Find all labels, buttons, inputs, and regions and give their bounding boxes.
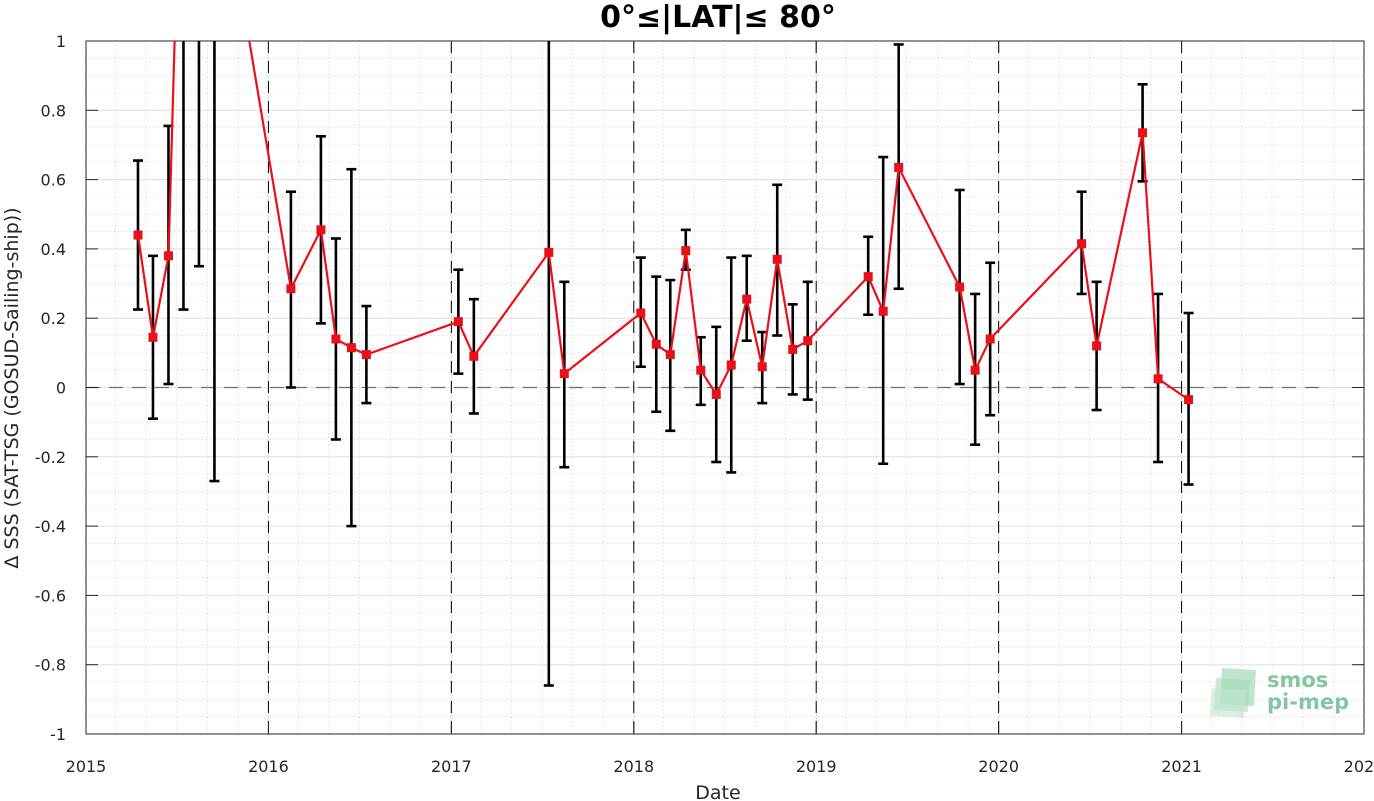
data-point-marker: [651, 339, 661, 349]
data-point-marker: [726, 360, 736, 370]
data-point-marker: [894, 162, 904, 172]
y-tick-label: 0.4: [41, 240, 66, 259]
data-point-marker: [757, 362, 767, 372]
error-bar: [209, 41, 220, 483]
data-point-marker: [772, 254, 782, 264]
x-tick-label: 2016: [248, 757, 289, 776]
data-point-marker: [316, 225, 326, 235]
data-point-marker: [544, 247, 554, 257]
data-point-marker: [163, 251, 173, 261]
data-point-marker: [788, 344, 798, 354]
data-point-marker: [711, 389, 721, 399]
data-point-marker: [985, 334, 995, 344]
data-point-marker: [469, 351, 479, 361]
logo-text-pi-mep: pi-mep: [1267, 690, 1349, 714]
data-point-marker: [665, 350, 675, 360]
data-point-marker: [559, 369, 569, 379]
y-tick-label: 1: [56, 32, 66, 51]
data-point-marker: [148, 332, 158, 342]
data-point-marker: [636, 308, 646, 318]
y-tick-label: 0.8: [41, 101, 66, 120]
data-point-marker: [1092, 341, 1102, 351]
data-point-marker: [742, 294, 752, 304]
data-point-marker: [361, 350, 371, 360]
data-point-marker: [681, 246, 691, 256]
y-tick-label: 0: [56, 379, 66, 398]
series-layer: [132, 41, 1194, 687]
x-tick-label: 2020: [978, 757, 1019, 776]
data-point-marker: [863, 272, 873, 282]
y-axis-label: Δ SSS (SAT-TSG (GOSUD-Sailing-ship)): [1, 207, 23, 568]
data-point-marker: [453, 317, 463, 327]
data-point-marker: [286, 284, 296, 294]
y-tick-label: -0.2: [35, 448, 66, 467]
x-axis-label: Date: [695, 782, 740, 801]
data-point-marker: [878, 306, 888, 316]
logo-text-smos: smos: [1267, 668, 1328, 692]
data-point-marker: [346, 343, 356, 353]
data-point-marker: [970, 365, 980, 375]
x-tick-label: 2017: [431, 757, 472, 776]
y-tick-label: -0.6: [35, 586, 66, 605]
x-tick-label: 2019: [796, 757, 837, 776]
data-point-marker: [803, 336, 813, 346]
smos-pi-mep-logo: smos pi-mep: [1210, 668, 1349, 718]
data-point-marker: [955, 282, 965, 292]
x-tick-labels: 2015 2016 2017 2018 2019 2020 2021 2022: [66, 757, 1374, 776]
x-tick-label: 2022: [1344, 757, 1374, 776]
y-tick-label: -0.8: [35, 656, 66, 675]
error-bar: [178, 41, 189, 311]
series-line: [136, 41, 1190, 401]
y-tick-label: 0.6: [41, 171, 66, 190]
x-tick-label: 2015: [66, 757, 107, 776]
data-point-marker: [1184, 395, 1194, 405]
year-boundary-lines: [267, 41, 1183, 734]
error-bar: [193, 41, 204, 268]
data-point-marker: [1138, 128, 1148, 138]
y-tick-labels: -1 -0.8 -0.6 -0.4 -0.2 0 0.2 0.4 0.6 0.8 1: [35, 32, 66, 744]
x-tick-label: 2021: [1161, 757, 1202, 776]
y-tick-label: 0.2: [41, 309, 66, 328]
data-point-marker: [331, 334, 341, 344]
axis-ticks: [85, 40, 1365, 735]
data-point-marker: [1153, 374, 1163, 384]
x-tick-label: 2018: [613, 757, 654, 776]
error-bar: [543, 41, 554, 687]
logo-mark-icon: [1210, 668, 1256, 718]
data-point-marker: [1077, 239, 1087, 249]
data-point-marker: [133, 230, 143, 240]
data-point-marker: [696, 365, 706, 375]
chart-title: 0°≤|LAT|≤ 80°: [600, 0, 836, 35]
y-tick-label: -1: [50, 725, 66, 744]
y-tick-label: -0.4: [35, 517, 66, 536]
